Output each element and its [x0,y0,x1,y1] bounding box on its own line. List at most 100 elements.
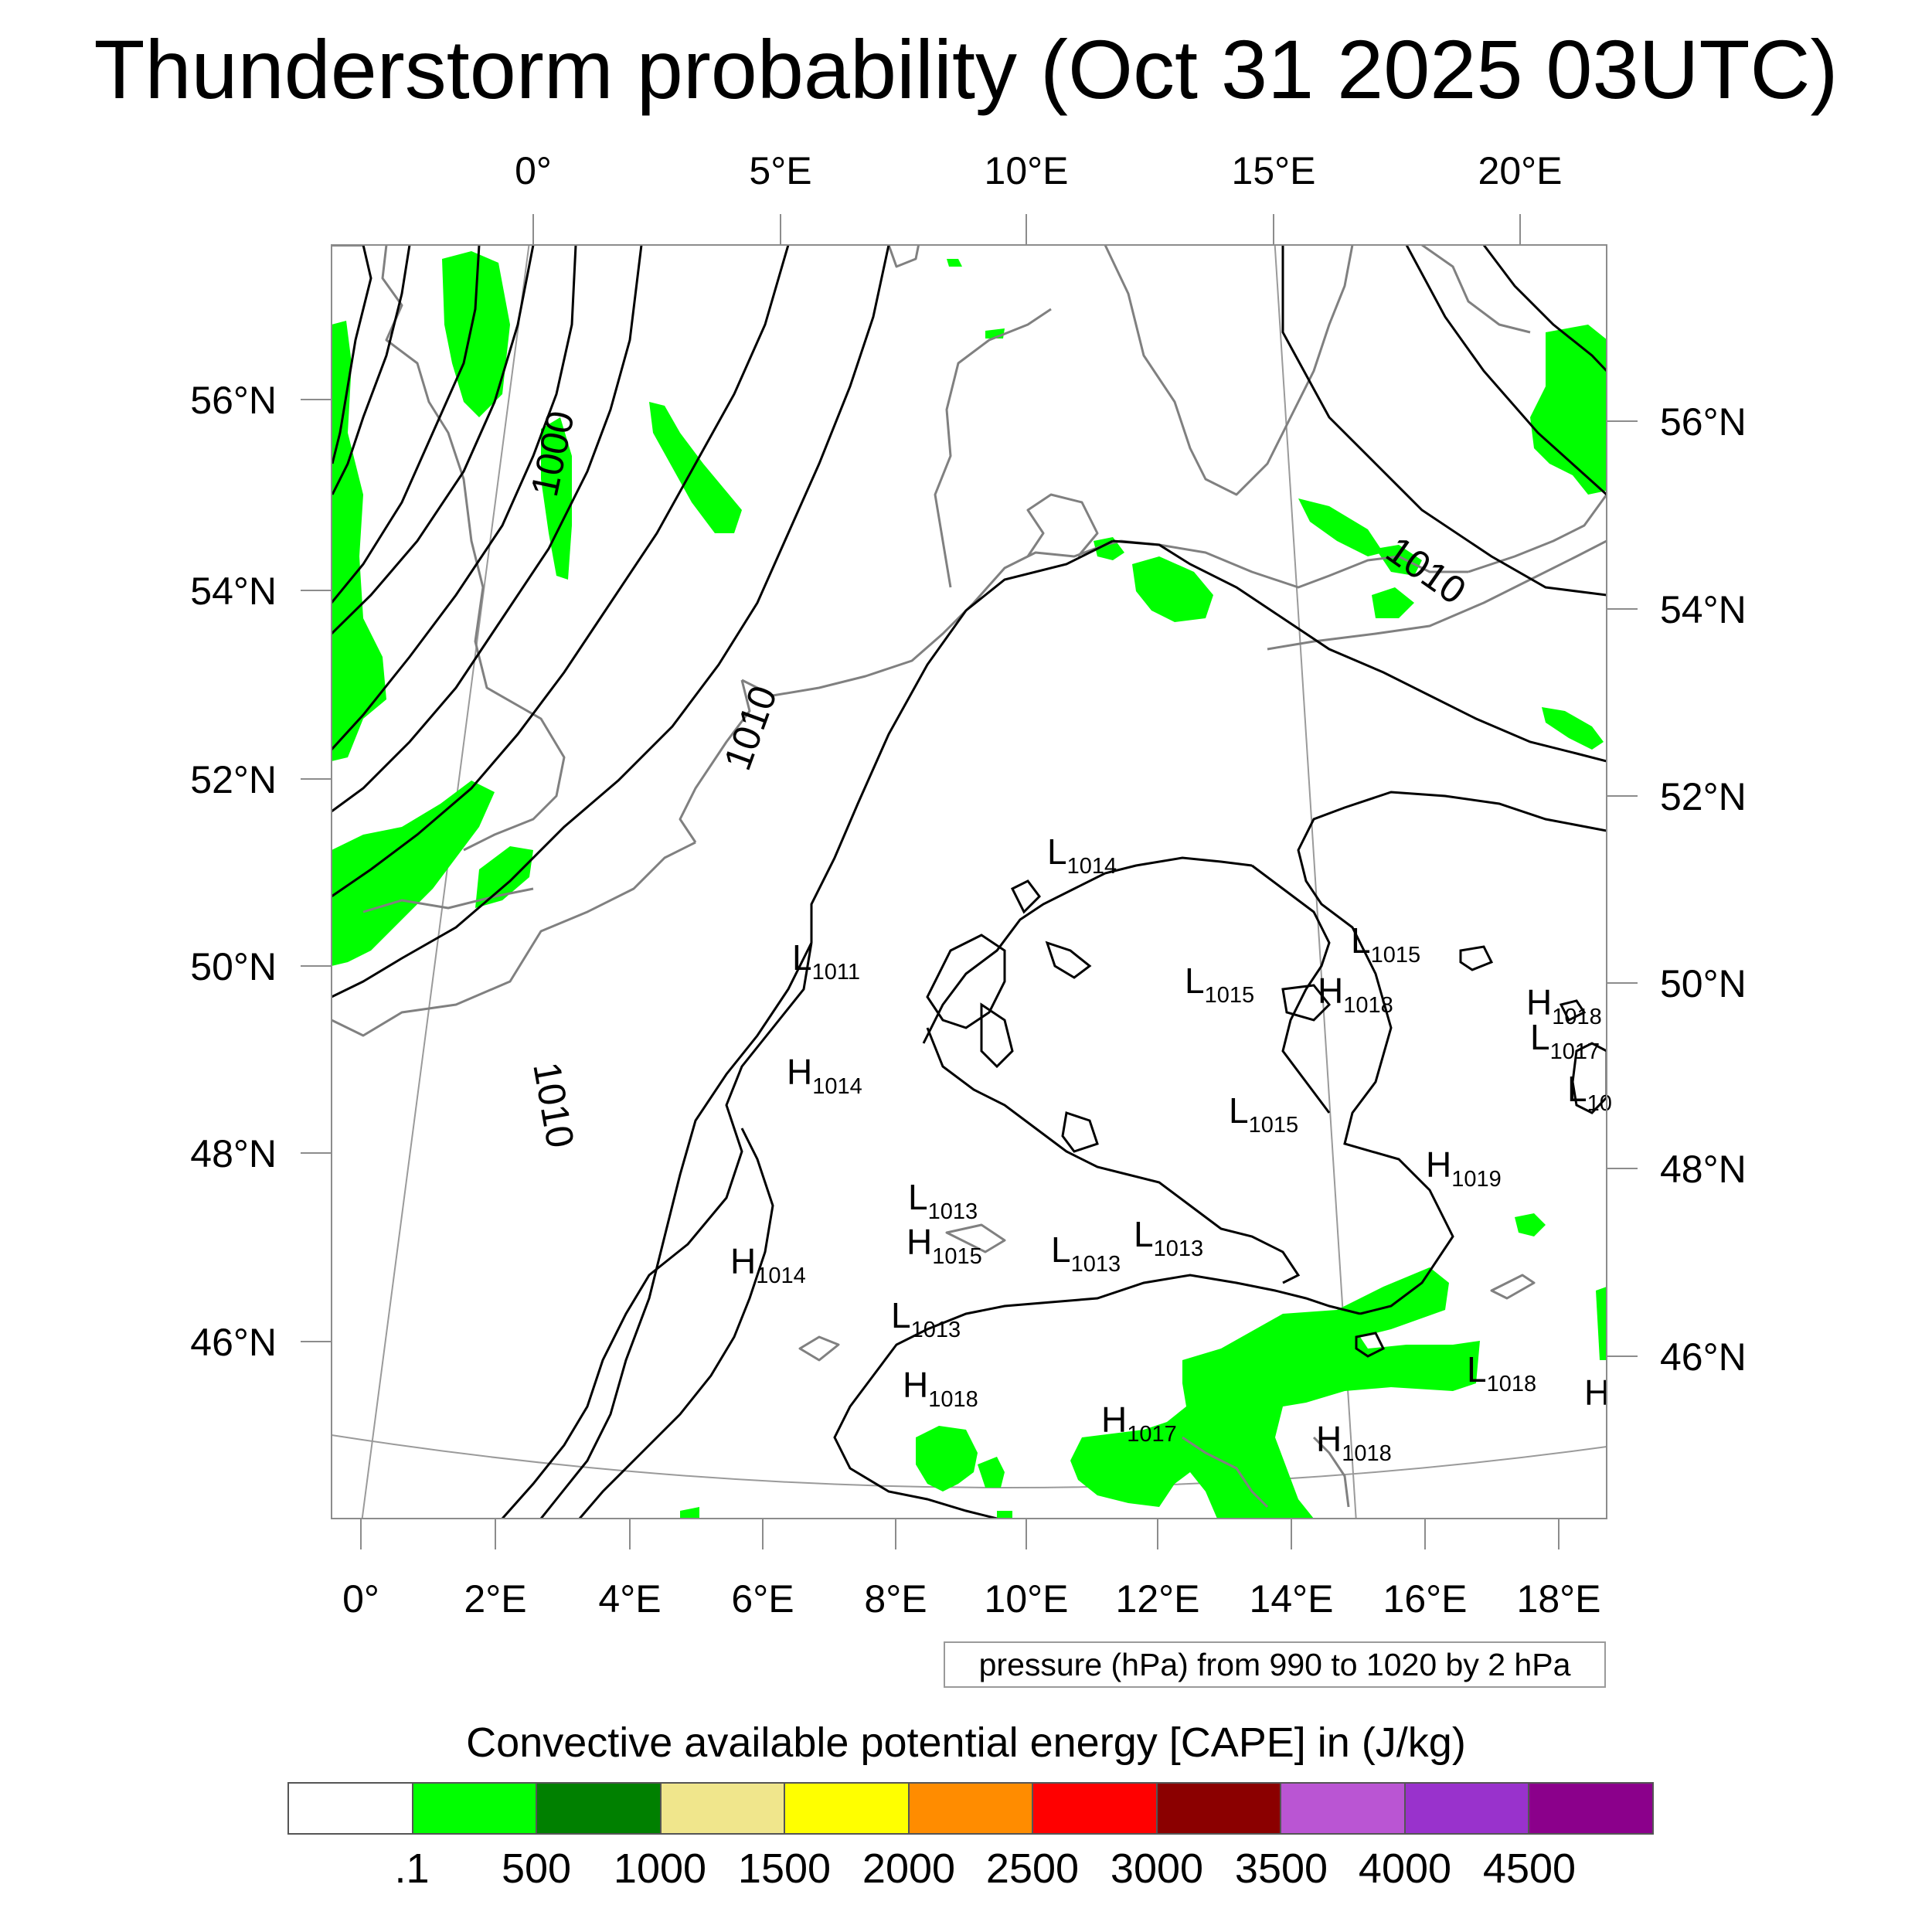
right-lat-label: 48°N [1660,1148,1747,1191]
coastline-baltics [1468,494,1607,573]
left-lat-label: 54°N [190,570,277,613]
right-lat-label: 50°N [1660,962,1747,1005]
cape-area [1132,556,1213,622]
colorbar-label: 4500 [1482,1845,1577,1892]
isobar-label: 1010 [716,680,786,776]
isobar [1010,879,1041,914]
colorbar-label: 3500 [1234,1845,1328,1892]
pressure-center: H1014 [730,1241,806,1288]
coastline-danish-isles [1026,493,1099,557]
page-title: Thunderstorm probability (Oct 31 2025 03… [94,22,1838,116]
cape-area [1070,1267,1480,1519]
colorbar-label: 4000 [1358,1845,1452,1892]
bottom-lon-label: 6°E [731,1577,794,1621]
cape-area [1376,545,1422,576]
pressure-center: L1011 [792,937,860,985]
isobar [332,245,890,998]
coastline-norway [887,245,920,268]
left-lat-label: 56°N [190,379,277,422]
pressure-center: L1013 [908,1177,978,1224]
coastline-uk-south [362,887,534,913]
border-eastern [1267,539,1607,651]
pressure-center: L1015 [1351,920,1420,968]
bottom-longitude-labels: 0° 2°E 4°E 6°E 8°E 10°E 12°E 14°E 16°E 1… [342,1577,1600,1621]
meridian-15e [1274,245,1357,1519]
bottom-lon-label: 4°E [598,1577,661,1621]
parallel-45n [332,1434,1607,1488]
pressure-center: H1019 [1426,1145,1502,1192]
cape-area [475,846,533,908]
bottom-lon-label: 8°E [864,1577,927,1621]
left-lat-label: 52°N [190,758,277,801]
isobar [578,1128,774,1519]
tick-marks [301,214,1638,1549]
isobar [1061,1111,1099,1153]
pressure-centers: L1014 L1011 H1014 H1014 L1013 H1015 L101… [730,832,1612,1466]
coastline-adriatic [1182,1436,1269,1509]
pressure-center: H1014 [787,1052,862,1099]
coastline-sweden-south [1104,245,1354,496]
cape-area [332,781,495,966]
isobars [332,245,1607,1519]
isobar [1405,245,1607,496]
top-lon-label: 15°E [1232,149,1316,192]
isobar-label: 1010 [525,1059,582,1151]
cape-area [680,1507,699,1519]
coastline-france-north [332,841,696,1037]
cape-area [916,1426,978,1492]
cape-area [1372,587,1414,618]
pressure-center: L10 [1567,1069,1612,1116]
coastline-finland [1421,245,1531,334]
map-frame [331,244,1607,1519]
isobar [1045,940,1092,979]
colorbar-labels: .1 500 1000 1500 2000 2500 3000 3500 400… [0,1843,1932,1897]
colorbar-label: 3000 [1110,1845,1204,1892]
cape-area [947,259,962,267]
pressure-center: L1013 [891,1295,961,1342]
bottom-lon-label: 16°E [1383,1577,1468,1621]
left-lat-label: 50°N [190,945,277,988]
colorbar-swatch [1281,1784,1406,1833]
cape-area [1530,325,1607,495]
isobar [539,942,813,1519]
isobar [1459,945,1494,971]
isobar [926,1027,1301,1284]
pressure-center: H1018 [1318,971,1393,1018]
isobar [1112,539,1607,763]
coastline-jutland [934,308,1052,588]
coastline-istria [1312,1436,1350,1508]
top-longitude-labels: 0° 5°E 10°E 15°E 20°E [515,149,1562,192]
lake [798,1335,840,1362]
pressure-center: H1018 [1316,1419,1392,1466]
colorbar-label: .1 [394,1845,430,1892]
cape-area [332,321,386,761]
colorbar-swatch [785,1784,910,1833]
cape-area [1596,1287,1607,1360]
bottom-lon-label: 0° [342,1577,379,1621]
isobar [810,539,1114,943]
cape-areas [332,251,1607,1519]
isobar [501,942,813,1519]
colorbar-label: 1500 [737,1845,832,1892]
isobar [332,245,577,751]
isobar [1355,1332,1386,1358]
right-lat-label: 56°N [1660,400,1747,444]
isobar [1571,1042,1607,1114]
isobar [1251,864,1331,1114]
cape-area [541,417,572,580]
top-lon-label: 5°E [749,149,811,192]
isobar [332,245,481,604]
right-lat-label: 52°N [1660,775,1747,818]
pressure-contour-note: pressure (hPa) from 990 to 1020 by 2 hPa [944,1641,1606,1688]
colorbar-label: 2500 [985,1845,1080,1892]
top-lon-label: 10°E [985,149,1069,192]
cape-area [442,251,510,417]
isobar [1297,791,1607,1315]
colorbar-swatch [413,1784,538,1833]
isobar [332,245,411,495]
cape-area [978,1457,1005,1488]
bottom-lon-label: 14°E [1250,1577,1334,1621]
pressure-center: H1017 [1101,1400,1177,1447]
isobar-label: 1000 [522,407,583,500]
